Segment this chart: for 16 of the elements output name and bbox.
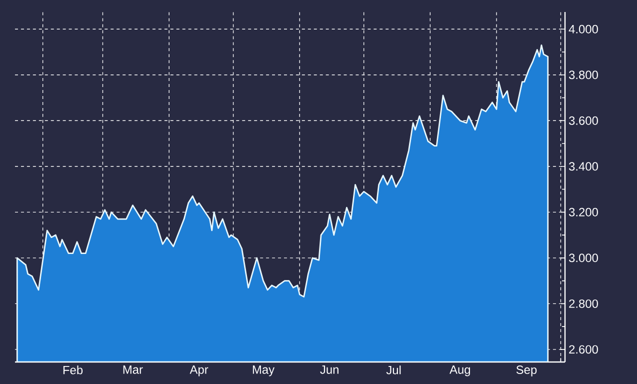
y-tick-label: 3.800 — [568, 70, 598, 80]
x-tick-label: Feb — [63, 366, 83, 374]
x-tick-label: Sep — [516, 366, 537, 376]
x-tick-label: Jul — [386, 366, 401, 374]
y-tick-label: 2.600 — [569, 345, 598, 354]
y-tick-label: 3.200 — [568, 208, 598, 216]
y-tick-label: 3.000 — [568, 254, 598, 262]
x-tick-label: Aug — [450, 366, 470, 376]
x-tick-label: Mar — [123, 366, 143, 374]
x-tick-label: May — [252, 366, 275, 376]
x-tick-label: Jun — [320, 366, 338, 374]
x-tick-label: Apr — [190, 366, 208, 376]
y-tick-label: 4.000 — [568, 24, 598, 34]
y-tick-label: 3.400 — [568, 162, 598, 171]
y-tick-label: 2.800 — [569, 299, 598, 308]
y-tick-label: 3.600 — [568, 116, 598, 125]
